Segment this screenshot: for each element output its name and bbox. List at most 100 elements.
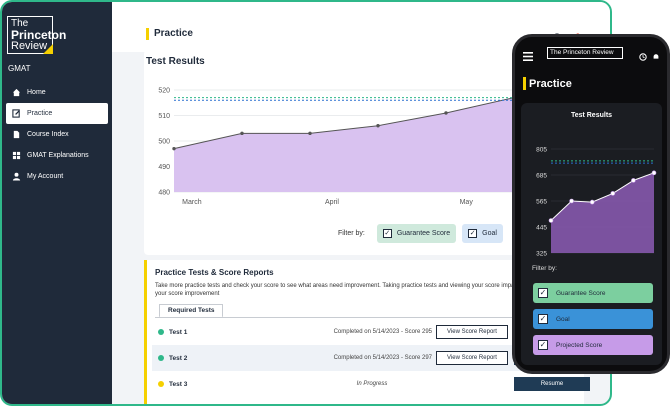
- status-dot: [158, 355, 164, 361]
- sidebar-item-my-account[interactable]: My Account: [6, 166, 108, 187]
- projected-score-line: [550, 172, 655, 221]
- sidebar-item-label: My Account: [27, 173, 64, 180]
- sidebar-item-label: Course Index: [27, 131, 69, 138]
- y-tick-label: 480: [158, 190, 170, 197]
- checkbox-icon: ✓: [538, 288, 548, 298]
- test-status: Completed on 5/14/2023 - Score 295: [333, 329, 432, 335]
- results-title: Test Results: [146, 56, 205, 67]
- mobile-results-title: Test Results: [570, 112, 613, 119]
- mobile-results-chart: 325 445 565 685 805: [536, 147, 657, 258]
- document-icon: [12, 130, 21, 139]
- logo-line-3: Review: [11, 40, 48, 52]
- sidebar-item-course-index[interactable]: Course Index: [6, 124, 108, 145]
- mobile-title-accent: [523, 77, 526, 90]
- checkbox-icon: ✓: [538, 314, 548, 324]
- logo-accent: [43, 44, 53, 54]
- sidebar-item-gmat-explanations[interactable]: GMAT Explanations: [6, 145, 108, 166]
- y-tick-label: 490: [158, 164, 170, 171]
- mobile-filter-guarantee-score[interactable]: ✓ Guarantee Score: [533, 283, 653, 303]
- page-title: Practice: [154, 28, 193, 39]
- data-point: [610, 191, 616, 196]
- bell-icon[interactable]: [652, 48, 660, 66]
- data-point: [172, 146, 176, 151]
- desktop-window: The Princeton Review GMAT Home Practi: [0, 0, 612, 406]
- y-tick-label: 510: [158, 113, 170, 120]
- mobile-results-card: Test Results 325 445 565 685 805 Filter by: …: [521, 103, 662, 365]
- checkbox-icon: ✓: [538, 340, 548, 350]
- data-point: [631, 178, 636, 183]
- test-name: Test 3: [169, 380, 188, 388]
- princeton-review-logo[interactable]: The Princeton Review: [7, 16, 67, 54]
- clock-icon[interactable]: [639, 48, 647, 66]
- user-icon: [12, 172, 21, 181]
- home-icon: [12, 88, 21, 97]
- tests-description: Take more practice tests and check your …: [155, 283, 528, 297]
- sidebar-item-label: GMAT Explanations: [27, 152, 89, 159]
- menu-icon[interactable]: [523, 48, 533, 66]
- filter-chip-label: Goal: [482, 230, 497, 237]
- sidebar-item-label: Home: [27, 89, 46, 96]
- main-content: Practice Test Results 480 490 500 510 520 Mar…: [112, 2, 610, 404]
- tests-title: Practice Tests & Score Reports: [155, 268, 274, 277]
- view-score-report-button[interactable]: View Score Report: [436, 325, 508, 339]
- data-point: [308, 131, 312, 136]
- mobile-filter-projected-score[interactable]: ✓ Projected Score: [533, 335, 653, 355]
- data-point: [569, 198, 574, 204]
- y-tick-label: 565: [536, 199, 547, 206]
- filter-guarantee-score[interactable]: ✓ Guarantee Score: [376, 224, 457, 243]
- tab-required-tests[interactable]: Required Tests: [159, 304, 224, 318]
- filter-label: Filter by:: [338, 230, 365, 237]
- data-point: [240, 131, 244, 136]
- test-status: In Progress: [356, 381, 388, 387]
- sidebar-item-label: Practice: [27, 110, 53, 117]
- mobile-filter-goal[interactable]: ✓ Goal: [533, 309, 653, 329]
- checkbox-icon: ✓: [382, 229, 392, 238]
- logo-line-2: Princeton: [11, 28, 67, 42]
- data-point: [548, 218, 554, 223]
- y-tick-label: 805: [536, 147, 547, 154]
- status-dot: [158, 381, 164, 387]
- mobile-logo[interactable]: The Princeton Review: [547, 47, 623, 59]
- y-tick-label: 500: [158, 139, 170, 146]
- sidebar: The Princeton Review GMAT Home Practi: [2, 2, 112, 404]
- title-accent-bar: [146, 28, 149, 40]
- x-tick-label: April: [325, 199, 339, 206]
- mobile-filter-label-text: Guarantee Score: [556, 289, 606, 297]
- y-tick-label: 685: [536, 173, 547, 180]
- sidebar-nav: Home Practice Course Index: [2, 82, 112, 187]
- course-name: GMAT: [8, 64, 31, 73]
- mobile-filter-label-text: Goal: [556, 315, 570, 323]
- filter-chip-label: Guarantee Score: [396, 230, 451, 237]
- results-filter-row: Filter by: ✓ Guarantee Score ✓ Goal: [338, 224, 503, 243]
- checkbox-icon: ✓: [468, 229, 478, 238]
- filter-goal[interactable]: ✓ Goal: [462, 224, 503, 243]
- view-score-report-button[interactable]: View Score Report: [436, 351, 508, 365]
- y-tick-label: 325: [536, 251, 547, 258]
- sidebar-item-home[interactable]: Home: [6, 82, 108, 103]
- mobile-filter-label-text: Projected Score: [556, 341, 603, 349]
- test-name: Test 1: [169, 328, 188, 336]
- status-dot: [158, 329, 164, 335]
- data-point: [589, 199, 595, 205]
- data-point: [651, 170, 657, 176]
- y-tick-label: 445: [536, 225, 547, 232]
- tab-divider: [155, 317, 587, 318]
- mobile-device: The Princeton Review Practice Test Resul…: [512, 34, 670, 374]
- projected-score-area: [551, 172, 654, 253]
- mobile-page-title: Practice: [529, 78, 572, 90]
- practice-tests-card: Practice Tests & Score Reports Take more…: [144, 260, 590, 404]
- table-row: Test 3 In Progress Resume: [152, 371, 590, 397]
- mobile-header: The Princeton Review: [515, 37, 667, 67]
- sidebar-item-practice[interactable]: Practice: [6, 103, 108, 124]
- data-point: [444, 111, 448, 115]
- test-results-card: Test Results 480 490 500 510 520 March April Ma…: [144, 50, 584, 255]
- projected-score-area: [174, 95, 582, 192]
- y-tick-label: 520: [158, 88, 170, 95]
- grid-icon: [12, 151, 21, 160]
- resume-button[interactable]: Resume: [514, 377, 590, 391]
- edit-icon: [12, 109, 21, 118]
- x-tick-label: March: [182, 199, 202, 206]
- data-point: [376, 123, 380, 128]
- test-name: Test 2: [169, 354, 188, 362]
